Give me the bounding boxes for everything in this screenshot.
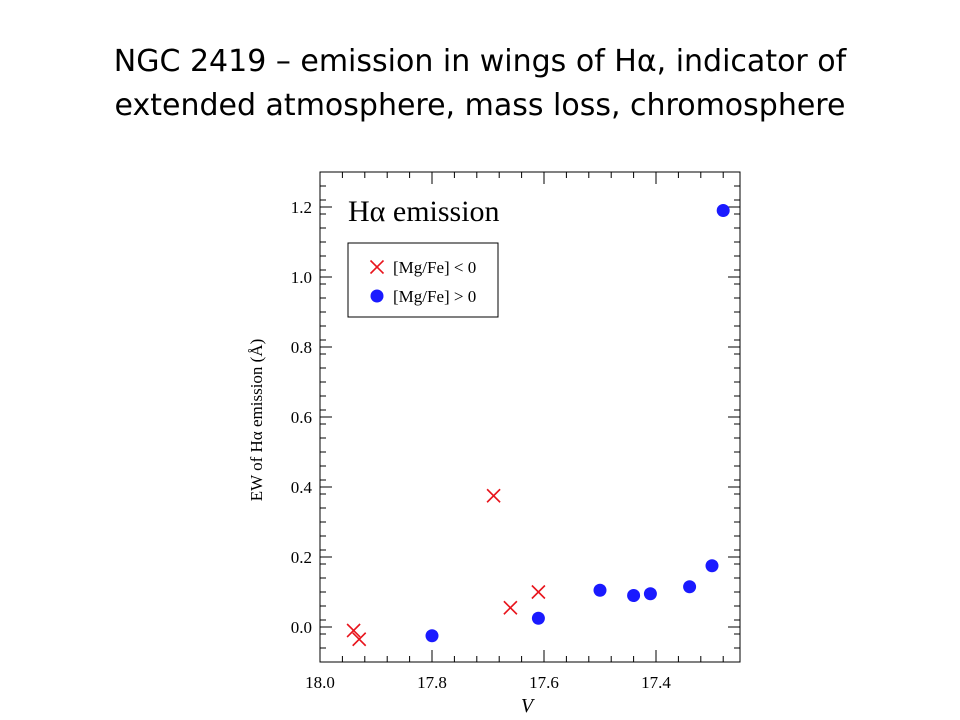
data-point-circle xyxy=(425,629,439,643)
marker-stroke xyxy=(531,584,546,600)
chart-title: Hα emission xyxy=(348,195,500,228)
title-line-2: extended atmosphere, mass loss, chromosp… xyxy=(114,88,846,123)
legend: [Mg/Fe] < 0 [Mg/Fe] > 0 xyxy=(347,242,499,318)
y-tick-label: 1.2 xyxy=(291,198,312,217)
y-tick-label: 0.6 xyxy=(291,408,312,427)
legend-marker-0 xyxy=(369,259,385,275)
points-layer xyxy=(346,204,730,647)
data-point-circle xyxy=(705,559,719,573)
y-tick-label: 0.0 xyxy=(291,618,312,637)
axes-layer: 18.0 17.8 17.6 17.4 0.0 0.2 0.4 0.6 0.8 1.0 1.2 xyxy=(291,171,740,692)
title-line-1: NGC 2419 – emission in wings of Hα, indi… xyxy=(113,44,847,79)
x-axis-label: V xyxy=(521,695,536,717)
legend-label-0: [Mg/Fe] < 0 xyxy=(393,258,476,277)
data-point-circle xyxy=(716,204,730,217)
data-point-cross xyxy=(486,488,501,503)
legend-label-1: [Mg/Fe] > 0 xyxy=(393,287,476,306)
marker-stroke xyxy=(503,600,518,615)
marker-stroke xyxy=(346,623,361,638)
y-tick-label: 0.8 xyxy=(291,338,312,357)
data-point-cross xyxy=(352,632,367,647)
data-point-cross xyxy=(503,600,518,615)
data-point-cross xyxy=(346,623,361,638)
x-tick-label: 18.0 xyxy=(305,673,335,692)
y-tick-label: 0.2 xyxy=(291,548,312,567)
y-tick-label: 0.4 xyxy=(291,478,313,497)
marker-stroke xyxy=(352,632,367,647)
data-point-circle xyxy=(593,583,607,597)
data-point-circle xyxy=(531,611,545,625)
data-point-circle xyxy=(627,589,641,602)
data-point-circle xyxy=(643,587,657,601)
legend-layer: [Mg/Fe] < 0 [Mg/Fe] > 0 xyxy=(369,258,476,306)
x-tick-label: 17.4 xyxy=(641,673,671,692)
y-axis-label: EW of Hα emission (Å) xyxy=(247,339,266,502)
marker-stroke xyxy=(486,488,501,503)
data-point-circle xyxy=(683,580,697,594)
x-tick-label: 17.8 xyxy=(417,673,447,692)
x-tick-label: 17.6 xyxy=(529,673,559,692)
legend-marker-1 xyxy=(370,289,384,303)
legend-box xyxy=(347,242,499,318)
y-tick-label: 1.0 xyxy=(291,268,312,287)
data-point-cross xyxy=(531,584,546,600)
slide-title: NGC 2419 – emission in wings of Hα, indi… xyxy=(40,40,920,128)
marker-stroke xyxy=(369,259,385,275)
